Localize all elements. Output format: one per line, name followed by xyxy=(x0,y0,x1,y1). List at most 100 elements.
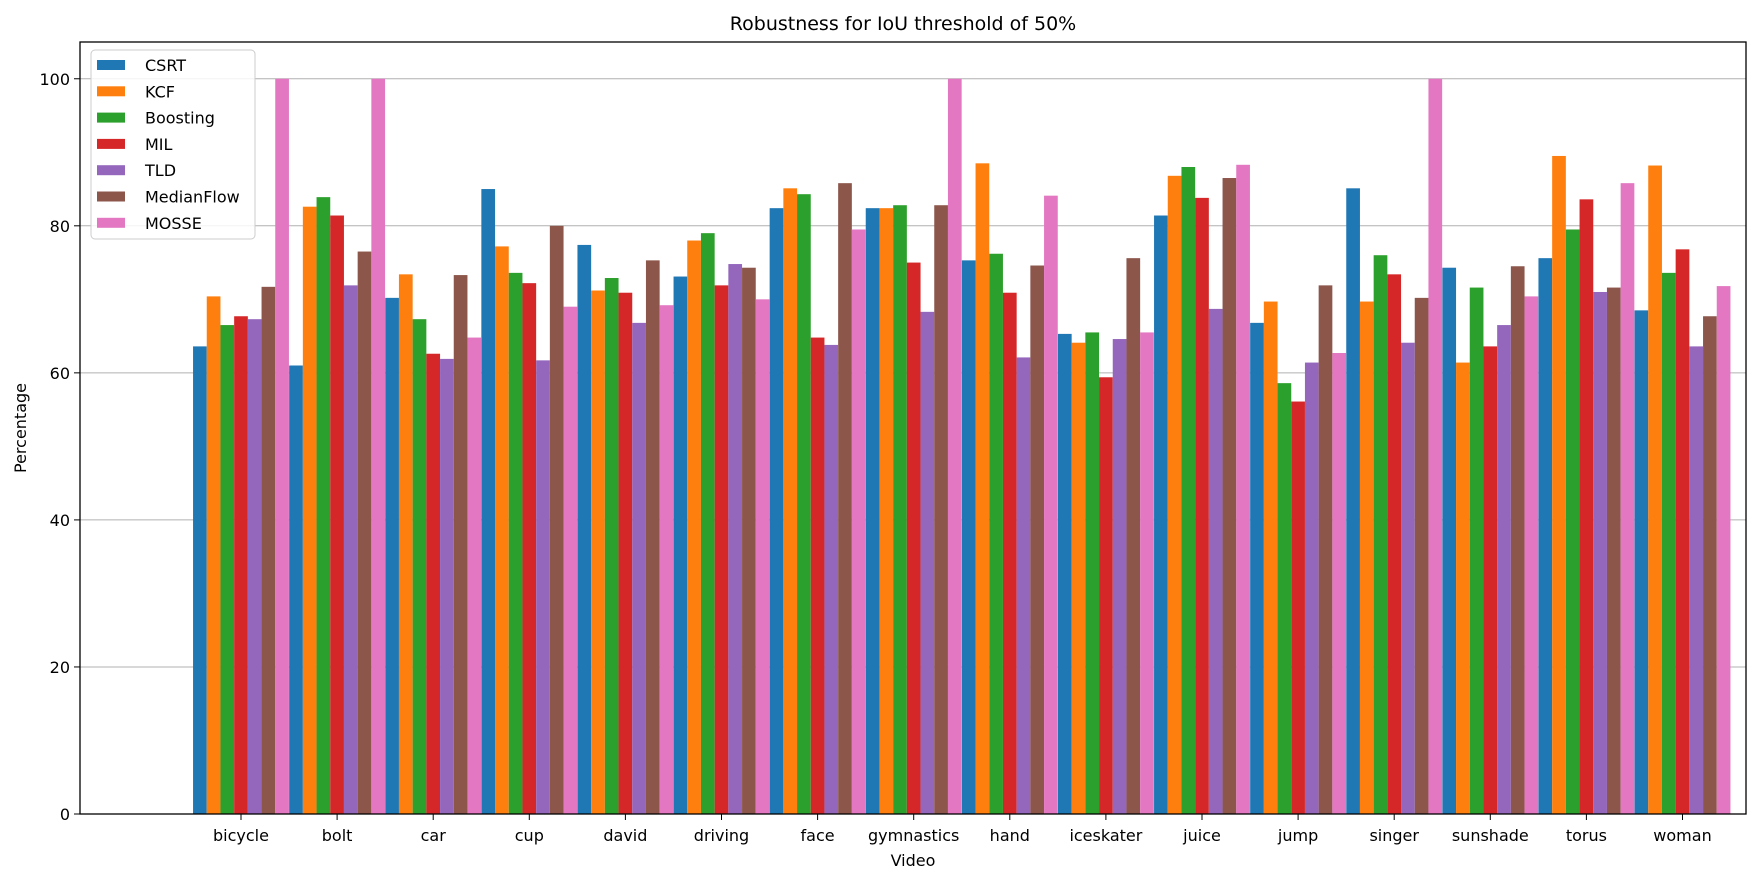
bar-kcf-hand xyxy=(975,163,990,815)
legend-swatch-boosting xyxy=(97,112,125,123)
bar-mosse-bicycle xyxy=(275,78,289,814)
x-tick-label: david xyxy=(603,826,647,845)
bar-medianflow-singer xyxy=(1414,297,1429,814)
y-tick-label: 20 xyxy=(50,658,70,677)
y-tick-label: 0 xyxy=(60,805,70,824)
plot-frame xyxy=(79,41,1747,815)
bar-csrt-sunshade xyxy=(1442,267,1457,814)
bar-tld-juice xyxy=(1208,308,1223,814)
bar-boosting-singer xyxy=(1373,255,1388,814)
bar-medianflow-david xyxy=(645,260,660,814)
bar-tld-face xyxy=(824,344,839,814)
bar-boosting-car xyxy=(412,319,427,814)
bar-tld-woman xyxy=(1689,346,1704,814)
legend-label-kcf: KCF xyxy=(145,82,175,101)
bar-medianflow-cup xyxy=(549,225,564,815)
legend-label-csrt: CSRT xyxy=(145,56,186,75)
bar-mil-bicycle xyxy=(234,316,248,814)
bar-boosting-bolt xyxy=(316,197,331,814)
bar-mil-car xyxy=(426,353,441,814)
bar-boosting-torus xyxy=(1565,229,1580,814)
bar-csrt-car xyxy=(385,297,399,814)
bar-boosting-jump xyxy=(1277,383,1292,814)
bar-kcf-torus xyxy=(1552,155,1566,814)
legend-label-mil: MIL xyxy=(145,135,173,154)
x-tick-label: juice xyxy=(1182,826,1221,845)
bar-mosse-jump xyxy=(1332,353,1347,814)
bar-kcf-driving xyxy=(687,240,701,814)
y-tick-label: 60 xyxy=(50,364,70,383)
bar-boosting-iceskater xyxy=(1085,332,1100,814)
bar-mil-woman xyxy=(1675,249,1690,814)
legend-swatch-kcf xyxy=(97,86,125,97)
bar-mil-torus xyxy=(1579,199,1594,815)
bar-medianflow-hand xyxy=(1030,265,1045,814)
x-tick-label: singer xyxy=(1369,826,1419,845)
bar-kcf-iceskater xyxy=(1071,342,1086,814)
y-axis-label: Percentage xyxy=(11,383,30,473)
legend: CSRT KCF Boosting MIL TLD MedianFlow MOSSE xyxy=(90,49,256,240)
bar-mil-david xyxy=(618,292,633,814)
bar-boosting-bicycle xyxy=(220,325,235,814)
bar-medianflow-face xyxy=(838,183,852,814)
bar-mosse-juice xyxy=(1236,164,1250,814)
bar-mosse-face xyxy=(851,229,866,814)
legend-label-boosting: Boosting xyxy=(145,109,215,128)
bar-csrt-cup xyxy=(481,189,496,815)
bar-medianflow-torus xyxy=(1606,287,1621,814)
x-tick-label: sunshade xyxy=(1452,826,1529,845)
bar-kcf-david xyxy=(591,290,605,814)
bar-mosse-david xyxy=(659,305,674,814)
legend-swatch-csrt xyxy=(97,60,125,70)
legend-box xyxy=(90,49,256,240)
bar-kcf-gymnastics xyxy=(879,208,894,814)
bar-csrt-driving xyxy=(673,276,688,814)
bar-csrt-juice xyxy=(1154,215,1168,815)
chart-title: Robustness for IoU threshold of 50% xyxy=(730,13,1076,35)
bar-kcf-face xyxy=(783,188,798,814)
bar-tld-singer xyxy=(1401,342,1415,814)
y-axis-ticks: 0 20 40 60 80 100 xyxy=(39,70,80,824)
bar-medianflow-car xyxy=(453,275,468,815)
bar-mil-bolt xyxy=(330,215,344,815)
bar-mil-gymnastics xyxy=(906,262,921,815)
x-tick-label: bolt xyxy=(322,826,353,845)
x-tick-label: woman xyxy=(1653,826,1711,845)
x-tick-label: gymnastics xyxy=(868,826,959,845)
x-tick-label: driving xyxy=(694,826,749,845)
bar-boosting-david xyxy=(604,278,619,814)
bar-mosse-bolt xyxy=(371,78,386,814)
bar-kcf-bicycle xyxy=(206,296,221,814)
bar-tld-cup xyxy=(536,360,550,814)
bar-medianflow-iceskater xyxy=(1126,258,1141,814)
y-tick-label: 80 xyxy=(50,217,70,236)
bar-kcf-sunshade xyxy=(1456,362,1470,814)
x-axis-label: Video xyxy=(891,851,936,870)
bar-mil-face xyxy=(810,337,825,814)
bar-mosse-woman xyxy=(1716,286,1731,814)
bar-csrt-face xyxy=(769,208,784,814)
x-tick-label: bicycle xyxy=(213,826,269,845)
y-tick-label: 40 xyxy=(50,511,70,530)
bar-csrt-woman xyxy=(1634,310,1649,814)
bar-tld-torus xyxy=(1593,291,1607,814)
bar-medianflow-gymnastics xyxy=(934,205,948,815)
bar-csrt-jump xyxy=(1250,322,1264,814)
bar-mosse-torus xyxy=(1620,183,1635,814)
bar-medianflow-sunshade xyxy=(1510,266,1525,814)
bar-csrt-bolt xyxy=(289,365,303,814)
bar-csrt-iceskater xyxy=(1057,333,1072,814)
bar-kcf-car xyxy=(398,274,413,815)
bar-csrt-david xyxy=(577,244,592,814)
x-axis-ticks: bicycle bolt car cup david driving face gymnast… xyxy=(213,814,1712,845)
bar-boosting-face xyxy=(797,194,811,815)
legend-swatch-tld xyxy=(97,165,125,176)
bar-tld-bicycle xyxy=(247,319,262,814)
bar-boosting-juice xyxy=(1181,166,1196,814)
bar-mosse-singer xyxy=(1428,78,1443,814)
bar-mil-singer xyxy=(1387,274,1402,815)
bar-csrt-gymnastics xyxy=(865,208,880,814)
bar-csrt-bicycle xyxy=(193,346,207,814)
bar-medianflow-juice xyxy=(1222,178,1237,814)
bar-tld-iceskater xyxy=(1112,339,1127,814)
